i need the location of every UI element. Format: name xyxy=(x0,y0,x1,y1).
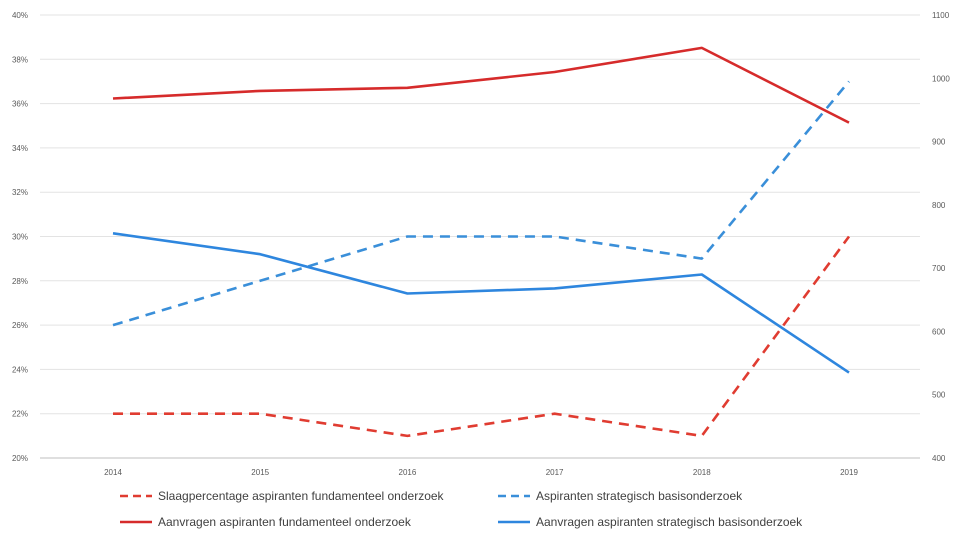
x-tick-label: 2014 xyxy=(104,468,122,477)
legend-label: Slaagpercentage aspiranten fundamenteel … xyxy=(158,489,445,503)
left-tick-label: 20% xyxy=(12,454,28,463)
left-tick-label: 26% xyxy=(12,321,28,330)
right-tick-label: 1000 xyxy=(932,74,950,83)
right-tick-label: 600 xyxy=(932,327,946,336)
x-tick-label: 2018 xyxy=(693,468,711,477)
right-tick-label: 800 xyxy=(932,201,946,210)
left-tick-label: 34% xyxy=(12,144,28,153)
series-line-1 xyxy=(113,235,851,438)
left-tick-label: 32% xyxy=(12,188,28,197)
series-lines xyxy=(112,46,851,438)
right-tick-label: 400 xyxy=(932,454,946,463)
left-tick-label: 38% xyxy=(12,55,28,64)
left-tick-label: 22% xyxy=(12,410,28,419)
x-axis-ticks: 2014 2015 2016 2017 2018 2019 xyxy=(104,468,858,477)
series-line-2 xyxy=(112,80,850,327)
x-tick-label: 2016 xyxy=(399,468,417,477)
right-axis-ticks: 400 500 600 700 800 900 1000 1100 xyxy=(932,11,950,463)
legend-label: Aanvragen aspiranten strategisch basison… xyxy=(536,515,803,529)
right-tick-label: 1100 xyxy=(932,11,950,20)
left-tick-label: 40% xyxy=(12,11,28,20)
left-tick-label: 24% xyxy=(12,365,28,374)
x-tick-label: 2015 xyxy=(251,468,269,477)
x-tick-label: 2019 xyxy=(840,468,858,477)
left-tick-label: 36% xyxy=(12,100,28,109)
right-tick-label: 900 xyxy=(932,138,946,147)
legend-label: Aanvragen aspiranten fundamenteel onderz… xyxy=(158,515,412,529)
series-line-3 xyxy=(112,46,850,124)
right-tick-label: 500 xyxy=(932,391,946,400)
right-tick-label: 700 xyxy=(932,264,946,273)
legend: Slaagpercentage aspiranten fundamenteel … xyxy=(120,489,803,529)
legend-label: Aspiranten strategisch basisonderzoek xyxy=(536,489,743,503)
left-tick-label: 28% xyxy=(12,277,28,286)
left-tick-label: 30% xyxy=(12,233,28,242)
x-tick-label: 2017 xyxy=(546,468,564,477)
left-axis-ticks: 20% 22% 24% 26% 28% 30% 32% 34% 36% 38% 40% xyxy=(12,11,28,463)
series-line-4 xyxy=(112,232,850,374)
